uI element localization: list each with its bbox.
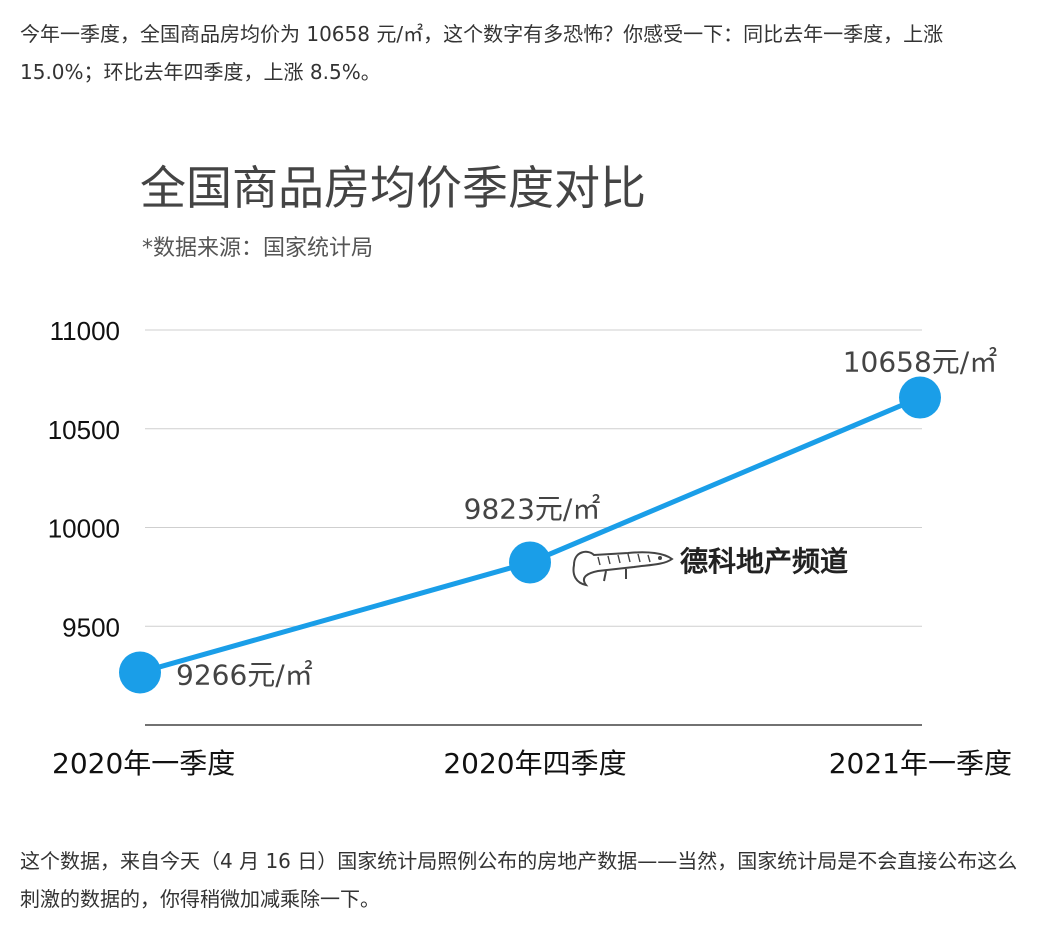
y-axis-ticks: 9500 10000 10500 11000: [48, 316, 120, 642]
crocodile-icon: [572, 550, 674, 587]
chart-title: 全国商品房均价季度对比: [140, 161, 646, 215]
grid-lines: [145, 329, 922, 627]
chart-subtitle: *数据来源：国家统计局: [142, 236, 373, 261]
series-line: 9266元/㎡ 9823元/㎡ 10658元/㎡: [119, 346, 997, 694]
series-polyline: [139, 395, 921, 675]
data-label: 10658元/㎡: [843, 346, 998, 379]
outro-paragraph: 这个数据，来自今天（4 月 16 日）国家统计局照例公布的房地产数据——当然，国…: [20, 849, 1018, 911]
watermark-text: 德科地产频道: [680, 545, 848, 578]
data-label: 9823元/㎡: [464, 492, 601, 525]
y-tick-label: 10000: [48, 514, 120, 544]
data-label: 9266元/㎡: [176, 658, 313, 691]
y-tick-label: 9500: [62, 612, 120, 642]
y-tick-label: 11000: [50, 316, 120, 346]
x-tick-label: 2020年四季度: [443, 747, 626, 780]
data-point: [509, 541, 551, 584]
intro-paragraph: 今年一季度，全国商品房均价为 10658 元/㎡，这个数字有多恐怖？你感受一下：…: [20, 22, 944, 84]
data-point: [119, 651, 161, 694]
x-tick-label: 2021年一季度: [829, 747, 1012, 780]
data-point: [899, 376, 941, 419]
watermark-logo: 德科地产频道: [572, 545, 848, 587]
y-tick-label: 10500: [48, 415, 120, 445]
x-axis-ticks: 2020年一季度 2020年四季度 2021年一季度: [52, 747, 1012, 780]
price-line-chart: 全国商品房均价季度对比 *数据来源：国家统计局 9500 10000 10500 11…: [48, 161, 1012, 780]
x-tick-label: 2020年一季度: [52, 747, 235, 780]
